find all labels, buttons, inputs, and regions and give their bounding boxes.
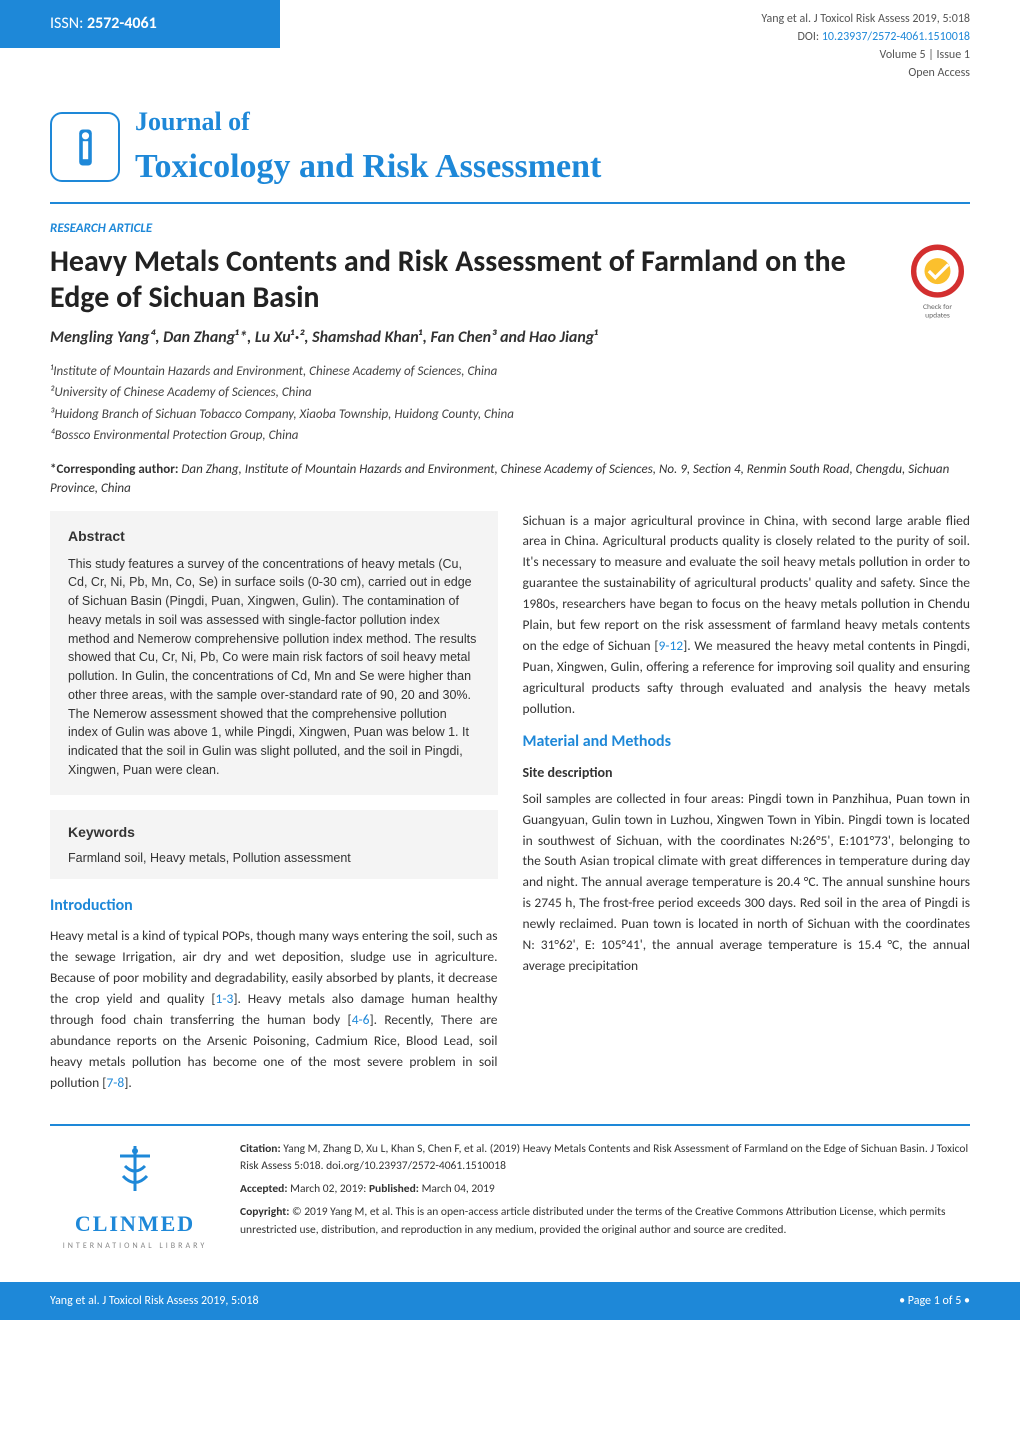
volume-issue: Volume 5 | Issue 1 [761,46,970,64]
ref-link[interactable]: 9-12 [658,637,683,654]
authors: Mengling Yang⁴, Dan Zhang¹*, Lu Xu¹·², S… [0,326,1020,362]
citation-text: Yang M, Zhang D, Xu L, Khan S, Chen F, e… [240,1142,968,1173]
published-label: Published: [369,1182,419,1196]
citation-line: Yang et al. J Toxicol Risk Assess 2019, … [761,10,970,28]
journal-logo-icon [50,112,120,182]
doi-label: DOI: [798,30,820,44]
keywords-heading: Keywords [68,822,480,843]
citation-label: Citation: [240,1142,281,1156]
journal-name: Toxicology and Risk Assessment [135,141,970,192]
page-footer: Yang et al. J Toxicol Risk Assess 2019, … [0,1282,1020,1320]
two-column-layout: Abstract This study features a survey of… [0,511,1020,1104]
article-type: RESEARCH ARTICLE [0,204,1020,244]
clinmed-text: CLINMED [50,1207,220,1240]
copyright-text: © 2019 Yang M, et al. This is an open-ac… [240,1205,945,1236]
ref-link[interactable]: 7-8 [106,1074,124,1091]
doi-link[interactable]: 10.23937/2572-4061.1510018 [822,30,970,44]
footer-right: • Page 1 of 5 • [899,1292,970,1310]
affiliation: ¹Institute of Mountain Hazards and Envir… [50,362,970,382]
published-date: March 04, 2019 [422,1182,495,1196]
site-description-heading: Site description [523,762,971,783]
footer-info: Citation: Yang M, Zhang D, Xu L, Khan S,… [240,1141,970,1252]
affiliation: ⁴Bossco Environmental Protection Group, … [50,426,970,446]
abstract-text: This study features a survey of the conc… [68,555,480,780]
issn-bar: ISSN: 2572-4061 [0,0,280,48]
abstract-box: Abstract This study features a survey of… [50,511,498,795]
introduction-heading: Introduction [50,894,498,918]
journal-prefix: Journal of [135,102,970,141]
svg-text:Check for: Check for [923,302,952,311]
ref-link[interactable]: 4-6 [352,1011,370,1028]
header-citation-block: Yang et al. J Toxicol Risk Assess 2019, … [761,0,1020,82]
footer-citation-box: CLINMED INTERNATIONAL LIBRARY Citation: … [50,1124,970,1267]
affiliation: ²University of Chinese Academy of Scienc… [50,383,970,403]
left-column: Abstract This study features a survey of… [50,511,498,1104]
footer-left: Yang et al. J Toxicol Risk Assess 2019, … [50,1292,259,1310]
introduction-paragraph-2: Sichuan is a major agricultural province… [523,511,971,720]
accepted-label: Accepted: [240,1182,288,1196]
ref-link[interactable]: 1-3 [216,990,234,1007]
site-description-paragraph: Soil samples are collected in four areas… [523,789,971,977]
journal-header: Journal of Toxicology and Risk Assessmen… [0,82,1020,202]
corresponding-text: Dan Zhang, Institute of Mountain Hazards… [50,462,949,497]
article-title: Heavy Metals Contents and Risk Assessmen… [0,244,1020,326]
issn-value: 2572-4061 [87,14,157,33]
open-access-label: Open Access [761,64,970,82]
introduction-paragraph: Heavy metal is a kind of typical POPs, t… [50,926,498,1093]
clinmed-sub: INTERNATIONAL LIBRARY [50,1240,220,1252]
abstract-heading: Abstract [68,526,480,547]
affiliations-block: ¹Institute of Mountain Hazards and Envir… [0,362,1020,446]
corresponding-label: *Corresponding author: [50,462,178,477]
materials-heading: Material and Methods [523,730,971,754]
right-column: Sichuan is a major agricultural province… [523,511,971,1104]
issn-label: ISSN: [50,14,83,33]
keywords-box: Keywords Farmland soil, Heavy metals, Po… [50,810,498,880]
corresponding-author: *Corresponding author: Dan Zhang, Instit… [0,448,1020,511]
svg-text:updates: updates [925,311,950,319]
clinmed-logo: CLINMED INTERNATIONAL LIBRARY [50,1141,220,1252]
copyright-label: Copyright: [240,1205,289,1219]
affiliation: ³Huidong Branch of Sichuan Tobacco Compa… [50,405,970,425]
check-updates-badge[interactable]: Check forupdates [905,244,970,319]
keywords-text: Farmland soil, Heavy metals, Pollution a… [68,849,480,868]
accepted-date: March 02, 2019: [290,1182,366,1196]
